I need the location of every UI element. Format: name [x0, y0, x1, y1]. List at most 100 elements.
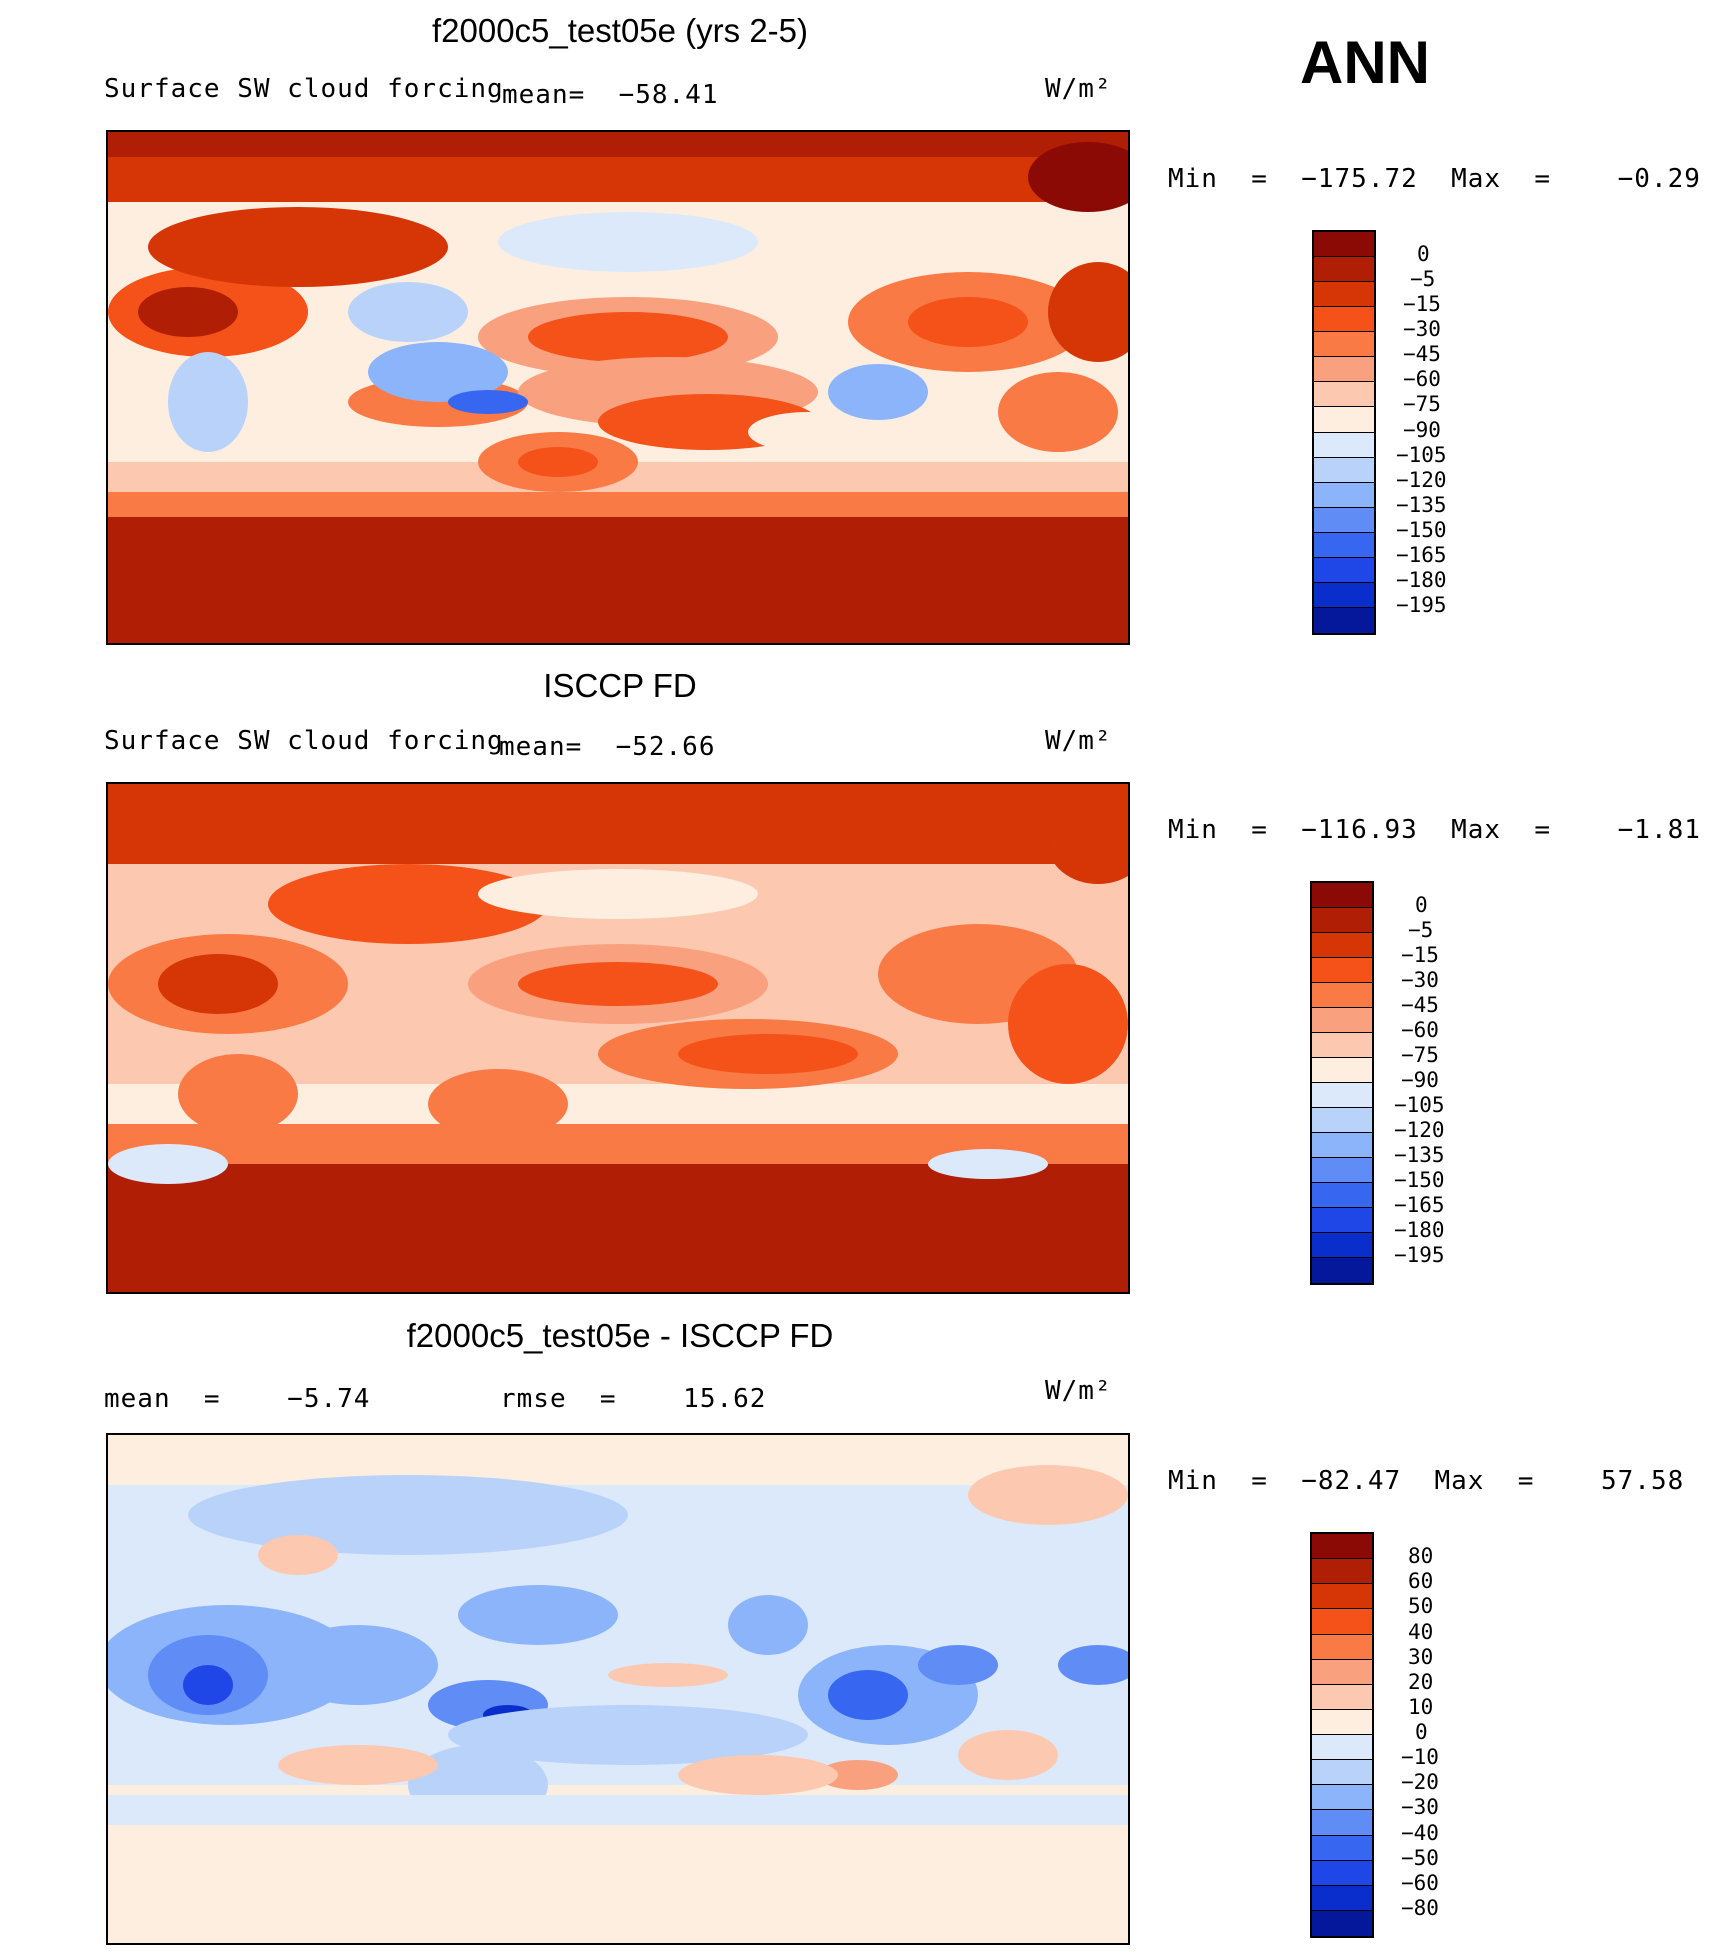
colorbar-swatch — [1312, 1634, 1372, 1660]
panel-3-minmax: Min = −82.47 Max = 57.58 — [1168, 1466, 1685, 1496]
colorbar-swatch — [1314, 457, 1374, 483]
panel-3-title: f2000c5_test05e - ISCCP FD — [406, 1317, 834, 1354]
colorbar-label: −105 — [1396, 442, 1447, 467]
colorbar-label: −180 — [1394, 1218, 1445, 1242]
colorbar-label: −30 — [1403, 317, 1441, 342]
colorbar-swatch — [1312, 958, 1372, 983]
colorbar-label: −165 — [1394, 1193, 1445, 1217]
colorbar-swatch — [1312, 1559, 1372, 1585]
colorbar-swatch — [1314, 607, 1374, 633]
panel-1-mean: mean= −58.41 — [502, 80, 719, 110]
colorbar-swatch — [1314, 307, 1374, 333]
panel-2-minmax: Min = −116.93 Max = −1.81 — [1168, 815, 1701, 845]
panel-2-title: ISCCP FD — [543, 667, 697, 704]
colorbar-swatch — [1312, 1885, 1372, 1911]
colorbar-label: 60 — [1408, 1569, 1434, 1594]
colorbar-swatch — [1314, 582, 1374, 608]
colorbar-label: −50 — [1401, 1845, 1439, 1870]
colorbar-swatch — [1312, 1158, 1372, 1183]
colorbar-swatch — [1312, 883, 1372, 908]
colorbar-swatch — [1312, 1735, 1372, 1761]
colorbar-label: 40 — [1408, 1619, 1434, 1644]
colorbar-swatch — [1314, 507, 1374, 533]
colorbar-swatch — [1312, 1584, 1372, 1610]
colorbar-label: 0 — [1417, 242, 1430, 267]
colorbar-swatch — [1312, 1709, 1372, 1735]
colorbar-swatch — [1312, 1835, 1372, 1861]
colorbar-swatch — [1312, 1534, 1372, 1560]
colorbar-swatch — [1312, 1108, 1372, 1133]
panel-2-colorbar-swatches — [1312, 883, 1372, 1283]
colorbar-label: −90 — [1401, 1068, 1439, 1092]
panel-1-title: f2000c5_test05e (yrs 2-5) — [431, 12, 809, 49]
colorbar-swatch — [1314, 407, 1374, 433]
panel-1-minmax: Min = −175.72 Max = −0.29 — [1168, 164, 1701, 194]
colorbar-label: 0 — [1415, 893, 1428, 917]
colorbar-swatch — [1312, 1133, 1372, 1158]
panel-1-colorbar — [1312, 230, 1376, 635]
colorbar-swatch — [1312, 1684, 1372, 1710]
colorbar-swatch — [1312, 1008, 1372, 1033]
colorbar-swatch — [1314, 282, 1374, 308]
colorbar-label: −195 — [1396, 592, 1447, 617]
colorbar-swatch — [1312, 1910, 1372, 1936]
panel-2-field — [108, 784, 1128, 1292]
colorbar-label: −120 — [1394, 1118, 1445, 1142]
colorbar-swatch — [1312, 908, 1372, 933]
colorbar-swatch — [1312, 1183, 1372, 1208]
colorbar-label: −5 — [1408, 918, 1434, 942]
colorbar-label: 30 — [1408, 1644, 1434, 1669]
colorbar-swatch — [1312, 1083, 1372, 1108]
colorbar-swatch — [1314, 432, 1374, 458]
panel-1-map — [106, 130, 1130, 645]
colorbar-swatch — [1312, 983, 1372, 1008]
panel-3-mean: mean = −5.74 — [104, 1384, 371, 1414]
colorbar-label: −90 — [1403, 417, 1441, 442]
panel-2-map — [106, 782, 1130, 1294]
colorbar-swatch — [1312, 1033, 1372, 1058]
panel-2-variable: Surface SW cloud forcing — [104, 726, 504, 756]
colorbar-swatch — [1314, 332, 1374, 358]
colorbar-swatch — [1312, 1860, 1372, 1886]
colorbar-swatch — [1312, 1810, 1372, 1836]
colorbar-label: −135 — [1396, 492, 1447, 517]
colorbar-swatch — [1314, 257, 1374, 283]
colorbar-label: −45 — [1401, 993, 1439, 1017]
panel-3-colorbar — [1310, 1532, 1374, 1938]
colorbar-label: 10 — [1408, 1694, 1434, 1719]
colorbar-label: −75 — [1403, 392, 1441, 417]
colorbar-label: −180 — [1396, 567, 1447, 592]
colorbar-label: −60 — [1401, 1018, 1439, 1042]
season-label: ANN — [1300, 29, 1430, 96]
colorbar-label: −150 — [1396, 517, 1447, 542]
panel-1-field — [108, 132, 1128, 643]
colorbar-swatch — [1312, 1258, 1372, 1283]
colorbar-swatch — [1314, 232, 1374, 258]
colorbar-swatch — [1312, 1208, 1372, 1233]
colorbar-label: 20 — [1408, 1669, 1434, 1694]
colorbar-label: −15 — [1403, 292, 1441, 317]
colorbar-swatch — [1314, 532, 1374, 558]
panel-1-colorbar-swatches — [1314, 232, 1374, 633]
panel-3-field — [108, 1435, 1128, 1943]
panel-2-colorbar — [1310, 881, 1374, 1285]
colorbar-label: 50 — [1408, 1594, 1434, 1619]
colorbar-label: −20 — [1401, 1770, 1439, 1795]
colorbar-swatch — [1314, 482, 1374, 508]
colorbar-swatch — [1312, 1058, 1372, 1083]
colorbar-label: −75 — [1401, 1043, 1439, 1067]
colorbar-label: −120 — [1396, 467, 1447, 492]
colorbar-swatch — [1312, 1785, 1372, 1811]
colorbar-label: −45 — [1403, 342, 1441, 367]
colorbar-label: −60 — [1401, 1870, 1439, 1895]
colorbar-swatch — [1312, 933, 1372, 958]
colorbar-label: −165 — [1396, 542, 1447, 567]
colorbar-swatch — [1314, 357, 1374, 383]
panel-3-units: W/m² — [1045, 1376, 1112, 1406]
panel-3-colorbar-swatches — [1312, 1534, 1372, 1936]
colorbar-swatch — [1314, 557, 1374, 583]
colorbar-label: −195 — [1394, 1243, 1445, 1267]
panel-1-units: W/m² — [1045, 74, 1112, 104]
panel-2-mean: mean= −52.66 — [499, 732, 716, 762]
panel-1-variable: Surface SW cloud forcing — [104, 74, 504, 104]
